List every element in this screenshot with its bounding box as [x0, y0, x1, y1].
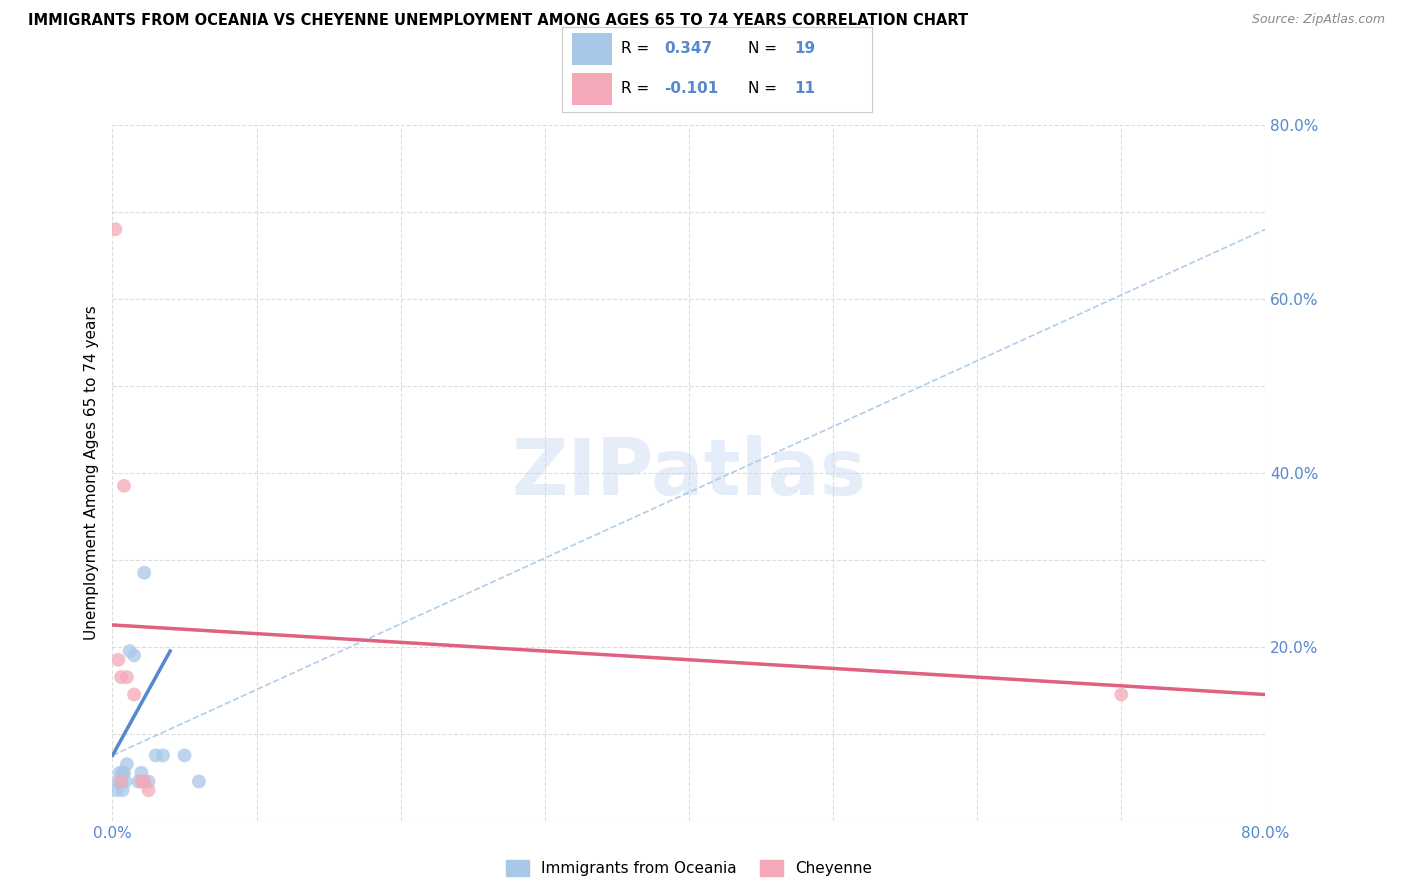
Text: 19: 19 [794, 41, 815, 56]
Text: N =: N = [748, 41, 782, 56]
Point [114, 774, 136, 789]
Point [134, 566, 156, 580]
Point [127, 774, 149, 789]
Point [145, 748, 167, 763]
Point [129, 774, 153, 789]
FancyBboxPatch shape [572, 33, 612, 65]
Point [138, 774, 160, 789]
Point [188, 774, 211, 789]
Point [107, 774, 129, 789]
Text: Source: ZipAtlas.com: Source: ZipAtlas.com [1251, 13, 1385, 27]
Point [108, 765, 131, 780]
Point [138, 783, 160, 797]
Point [110, 774, 132, 789]
Legend: Immigrants from Oceania, Cheyenne: Immigrants from Oceania, Cheyenne [501, 855, 877, 882]
Point [134, 774, 156, 789]
Text: -0.101: -0.101 [665, 81, 718, 96]
Point [1111, 688, 1133, 702]
Point [105, 783, 128, 797]
Point [173, 748, 195, 763]
Point [122, 648, 145, 663]
Text: 11: 11 [794, 81, 815, 96]
Point [152, 748, 174, 763]
Text: IMMIGRANTS FROM OCEANIA VS CHEYENNE UNEMPLOYMENT AMONG AGES 65 TO 74 YEARS CORRE: IMMIGRANTS FROM OCEANIA VS CHEYENNE UNEM… [28, 13, 969, 29]
Point [129, 765, 153, 780]
Point [118, 644, 141, 658]
Point [110, 670, 132, 684]
Text: 0.347: 0.347 [665, 41, 713, 56]
Point [115, 757, 138, 772]
Point [112, 479, 135, 493]
Text: R =: R = [621, 41, 654, 56]
FancyBboxPatch shape [572, 72, 612, 104]
Point [104, 222, 127, 236]
Point [122, 688, 145, 702]
Text: R =: R = [621, 81, 654, 96]
Point [112, 765, 135, 780]
Point [115, 670, 138, 684]
Y-axis label: Unemployment Among Ages 65 to 74 years: Unemployment Among Ages 65 to 74 years [84, 305, 100, 640]
Point [111, 765, 134, 780]
Text: N =: N = [748, 81, 782, 96]
Point [107, 653, 129, 667]
Point [111, 783, 134, 797]
Point [110, 774, 132, 789]
Text: ZIPatlas: ZIPatlas [512, 434, 866, 511]
